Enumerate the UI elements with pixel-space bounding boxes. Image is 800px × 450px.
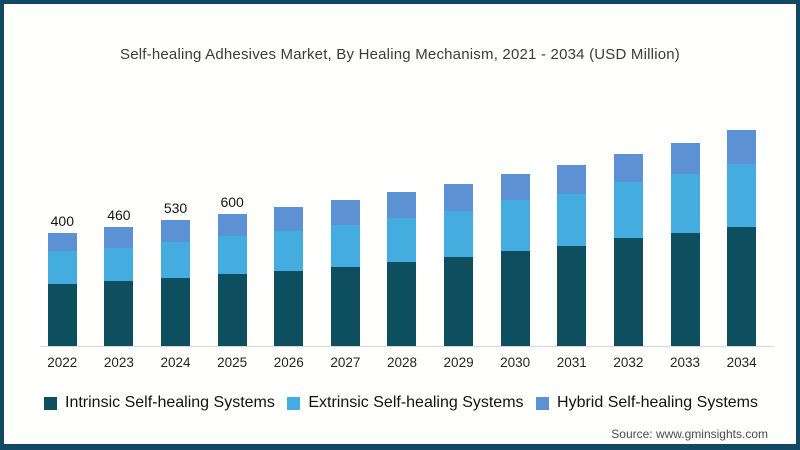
x-axis-label-2034: 2034 xyxy=(726,355,757,370)
bar-segment-2030-intrinsic xyxy=(500,250,530,346)
bar-segment-2026-hybrid xyxy=(274,207,304,231)
bar-value-label-2022: 400 xyxy=(50,212,74,229)
x-axis-label-2033: 2033 xyxy=(669,355,701,370)
stacked-bar-2033 xyxy=(670,143,700,346)
source-note: Source: www.gminsights.com xyxy=(611,427,768,441)
stacked-bar-2025 xyxy=(217,213,247,346)
plot-area: 400 460 530 600 xyxy=(34,4,770,346)
bar-column-2031 xyxy=(543,4,600,346)
x-axis-label-2028: 2028 xyxy=(386,355,417,370)
bar-segment-2033-hybrid xyxy=(670,143,700,174)
bar-segment-2029-intrinsic xyxy=(444,257,474,346)
bar-segment-2028-intrinsic xyxy=(387,261,417,346)
bar-segment-2026-extrinsic xyxy=(274,230,304,272)
x-axis-label-2026: 2026 xyxy=(273,355,304,370)
x-axis-labels: 2022 2023 2024 2025 2026 2027 2028 2029 2030 2031… xyxy=(34,355,770,370)
x-axis-label-2031: 2031 xyxy=(556,355,587,370)
bar-segment-2028-extrinsic xyxy=(387,217,417,262)
x-axis-label-2029: 2029 xyxy=(443,355,474,370)
bar-segment-2028-hybrid xyxy=(387,191,417,218)
x-axis-label-2022: 2022 xyxy=(47,355,78,370)
bar-segment-2033-extrinsic xyxy=(670,173,700,234)
bar-segment-2030-extrinsic xyxy=(500,200,530,251)
bar-column-2030 xyxy=(487,4,544,346)
bar-value-label-2024: 530 xyxy=(163,200,188,217)
bar-column-2025: 600 xyxy=(204,4,261,346)
bar-column-2027 xyxy=(317,4,374,346)
legend-label: Extrinsic Self-healing Systems xyxy=(308,394,524,411)
bar-segment-2022-extrinsic xyxy=(47,251,77,284)
bar-segment-2030-hybrid xyxy=(500,173,530,200)
bar-segment-2032-intrinsic xyxy=(613,238,643,346)
stacked-bar-2028 xyxy=(387,191,417,346)
legend: Intrinsic Self-healing Systems Extrinsic … xyxy=(44,394,758,412)
bar-column-2034 xyxy=(713,4,770,346)
stacked-bar-2031 xyxy=(557,165,587,346)
legend-label: Hybrid Self-healing Systems xyxy=(557,394,758,411)
bar-column-2022: 400 xyxy=(34,4,91,346)
bar-segment-2034-intrinsic xyxy=(727,227,757,346)
bar-segment-2031-hybrid xyxy=(557,165,587,194)
bar-segment-2026-intrinsic xyxy=(274,271,304,346)
bar-segment-2027-extrinsic xyxy=(330,225,360,268)
bar-value-label-2023: 460 xyxy=(107,207,131,223)
legend-label: Intrinsic Self-healing Systems xyxy=(65,394,275,411)
bar-segment-2029-extrinsic xyxy=(444,210,474,258)
bar-segment-2022-intrinsic xyxy=(47,283,77,346)
stacked-bar-2022 xyxy=(47,232,77,346)
bar-segment-2034-hybrid xyxy=(727,130,757,164)
stacked-bar-2034 xyxy=(727,130,757,346)
legend-swatch-icon xyxy=(287,396,301,410)
legend-item-0: Intrinsic Self-healing Systems xyxy=(44,394,275,412)
bar-segment-2029-hybrid xyxy=(444,184,474,211)
bar-segment-2031-intrinsic xyxy=(557,245,587,346)
bar-segment-2023-intrinsic xyxy=(104,281,134,346)
x-axis-label-2032: 2032 xyxy=(613,355,644,370)
x-axis-label-2030: 2030 xyxy=(500,355,531,370)
bar-column-2033 xyxy=(657,4,714,346)
x-axis-label-2027: 2027 xyxy=(330,355,361,370)
x-axis-label-2024: 2024 xyxy=(160,355,191,370)
bar-segment-2031-extrinsic xyxy=(557,193,587,246)
bar-segment-2024-hybrid xyxy=(161,220,191,242)
bar-segment-2025-intrinsic xyxy=(217,274,247,346)
bar-segment-2024-intrinsic xyxy=(161,278,191,346)
legend-swatch-icon xyxy=(536,396,550,410)
bar-column-2028 xyxy=(374,4,431,346)
bar-column-2026 xyxy=(260,4,317,346)
chart-title: Self-healing Adhesives Market, By Healin… xyxy=(119,46,681,63)
stacked-bar-2023 xyxy=(104,227,134,346)
bar-column-2023: 460 xyxy=(91,4,148,346)
stacked-bar-2032 xyxy=(613,153,643,346)
stacked-bar-2030 xyxy=(500,173,530,346)
bar-value-label-2025: 600 xyxy=(220,193,244,210)
legend-item-1: Extrinsic Self-healing Systems xyxy=(287,394,524,412)
bar-segment-2022-hybrid xyxy=(47,232,77,252)
bar-segment-2027-intrinsic xyxy=(330,267,360,346)
stacked-bar-2027 xyxy=(330,200,360,346)
x-axis-label-2025: 2025 xyxy=(217,355,248,370)
bar-segment-2032-hybrid xyxy=(613,153,643,182)
stacked-bar-2026 xyxy=(274,207,304,346)
legend-swatch-icon xyxy=(44,396,57,410)
stacked-bar-2024 xyxy=(161,220,191,346)
bar-segment-2025-extrinsic xyxy=(217,235,247,275)
bar-segment-2033-intrinsic xyxy=(670,233,700,346)
bar-segment-2023-hybrid xyxy=(104,227,134,248)
bar-segment-2023-extrinsic xyxy=(104,247,134,282)
stacked-bar-2029 xyxy=(444,184,474,346)
bar-segment-2024-extrinsic xyxy=(161,241,191,279)
bar-column-2032 xyxy=(600,4,657,346)
legend-item-2: Hybrid Self-healing Systems xyxy=(536,394,758,412)
x-axis-label-2023: 2023 xyxy=(103,355,134,370)
bar-column-2024: 530 xyxy=(147,4,204,346)
bar-segment-2025-hybrid xyxy=(217,213,247,236)
bar-segment-2032-extrinsic xyxy=(613,182,643,239)
x-axis-line xyxy=(40,346,774,347)
bar-segment-2034-extrinsic xyxy=(727,163,757,228)
bar-column-2029 xyxy=(430,4,487,346)
bar-segment-2027-hybrid xyxy=(330,200,360,225)
